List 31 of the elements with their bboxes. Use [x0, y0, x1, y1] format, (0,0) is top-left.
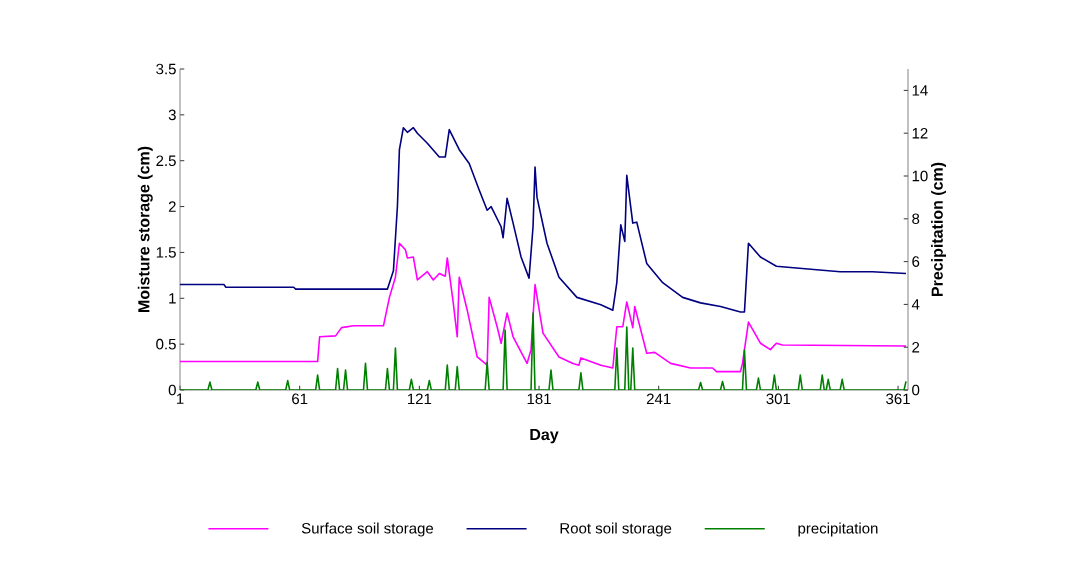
x-tick-label: 181 — [527, 393, 551, 405]
x-tick-label: 1 — [176, 393, 184, 404]
y-tick-label: 0 — [168, 384, 176, 396]
y2-tick-label: 10 — [912, 170, 928, 182]
x-tick-label: 301 — [766, 393, 791, 405]
y2-tick-label: 8 — [912, 213, 920, 225]
legend-label: Root soil storage — [560, 522, 672, 537]
y2-axis-title: Precipitation (cm) — [931, 162, 947, 296]
y-tick-label: 1 — [169, 293, 176, 304]
y-tick-label: 3.5 — [156, 63, 176, 75]
x-tick-label: 61 — [292, 393, 308, 405]
y2-tick-label: 12 — [912, 127, 928, 139]
legend-label: Surface soil storage — [301, 522, 434, 537]
y-tick-label: 1.5 — [156, 247, 176, 258]
y-tick-label: 2 — [168, 201, 176, 212]
y-tick-label: 0.5 — [156, 338, 176, 350]
y-tick-label: 3 — [168, 109, 176, 121]
x-tick-label: 241 — [646, 393, 671, 405]
x-tick-label: 361 — [886, 393, 910, 405]
line-series — [180, 242, 907, 373]
y-tick-label: 2.5 — [156, 155, 176, 167]
y2-tick-label: 14 — [912, 85, 928, 96]
y2-tick-label: 4 — [911, 299, 920, 310]
x-tick-label: 121 — [407, 393, 432, 405]
y2-tick-label: 2 — [912, 341, 920, 353]
line-series — [180, 126, 907, 313]
y2-tick-label: 6 — [912, 256, 920, 267]
y-axis-title: Moisture storage (cm) — [137, 146, 153, 313]
legend-label: precipitation — [798, 522, 878, 537]
y2-tick-label: 0 — [912, 384, 920, 396]
x-axis-title: Day — [530, 429, 559, 444]
